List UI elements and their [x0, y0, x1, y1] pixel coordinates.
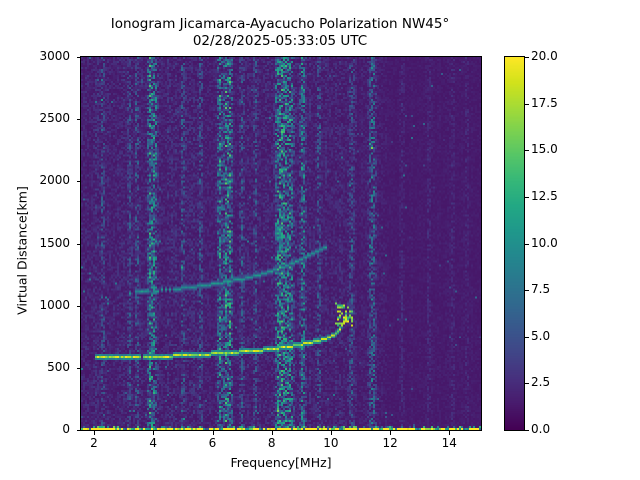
y-tick-label-0: 0 [62, 422, 70, 436]
colorbar-tick-label-5.0: 5.0 [531, 328, 551, 343]
x-tick-10 [330, 431, 332, 435]
colorbar-tick-2.5 [525, 383, 529, 385]
y-tick-3000 [76, 57, 80, 58]
colorbar-tick-label-15.0: 15.0 [531, 142, 558, 157]
colorbar-tick-0.0 [525, 430, 529, 431]
x-tick-4 [153, 431, 155, 435]
y-axis-label: Virtual Distance[km] [14, 186, 30, 315]
y-tick-label-1000: 1000 [39, 297, 70, 312]
y-tick-2500 [76, 119, 80, 121]
y-tick-label-1500: 1500 [39, 235, 70, 250]
colorbar-tick-label-17.5: 17.5 [531, 95, 558, 110]
x-tick-14 [449, 431, 451, 435]
x-tick-6 [212, 431, 214, 435]
colorbar-tick-label-2.5: 2.5 [531, 375, 551, 390]
colorbar-tick-label-7.5: 7.5 [531, 282, 551, 297]
x-tick-label-6: 6 [208, 436, 217, 450]
y-tick-1000 [76, 305, 80, 307]
colorbar-tick-10.0 [525, 243, 529, 245]
colorbar-tick-label-10.0: 10.0 [531, 235, 558, 250]
y-tick-label-3000: 3000 [39, 49, 70, 63]
colorbar-tick-12.5 [525, 196, 529, 198]
colorbar-tick-17.5 [525, 103, 529, 105]
colorbar-tick-label-0.0: 0.0 [531, 422, 551, 436]
colorbar-tick-15.0 [525, 150, 529, 152]
colorbar-tick-label-20.0: 20.0 [531, 49, 558, 63]
x-axis-label: Frequency[MHz] [230, 455, 332, 470]
colorbar-tick-20.0 [525, 57, 529, 58]
colorbar-gradient [505, 57, 524, 430]
colorbar [504, 56, 525, 431]
x-tick-2 [94, 431, 95, 435]
x-tick-label-10: 10 [323, 436, 339, 450]
y-tick-2000 [76, 181, 80, 183]
colorbar-tick-label-12.5: 12.5 [531, 188, 558, 203]
y-tick-label-2000: 2000 [39, 173, 70, 188]
x-tick-12 [390, 431, 392, 435]
x-tick-8 [271, 431, 273, 435]
title-line-2: 02/28/2025-05:33:05 UTC [192, 33, 368, 49]
colorbar-tick-7.5 [525, 290, 529, 292]
colorbar-tick-5.0 [525, 336, 529, 338]
x-tick-label-12: 12 [382, 436, 398, 450]
y-tick-label-2500: 2500 [39, 111, 70, 126]
x-tick-label-2: 2 [90, 436, 98, 450]
title-line-1: Ionogram Jicamarca-Ayacucho Polarization… [110, 16, 450, 32]
y-tick-1500 [76, 243, 80, 245]
ionogram-heatmap [81, 57, 481, 430]
figure-title: Ionogram Jicamarca-Ayacucho Polarization… [0, 16, 560, 50]
y-tick-500 [76, 367, 80, 369]
plot-axes [80, 56, 482, 431]
y-tick-label-500: 500 [47, 359, 70, 374]
x-tick-label-8: 8 [267, 436, 276, 450]
y-tick-0 [76, 430, 80, 431]
x-tick-label-14: 14 [441, 436, 457, 450]
x-tick-label-4: 4 [149, 436, 157, 450]
